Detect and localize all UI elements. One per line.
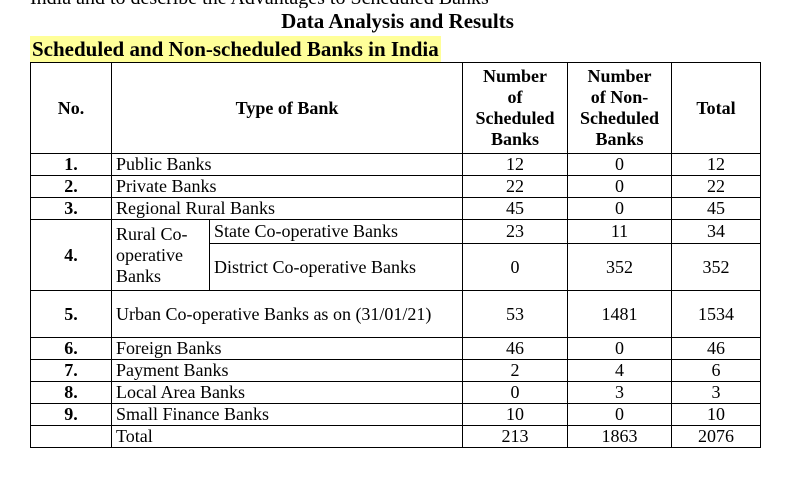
table-row: District Co-operative Banks 0 352 352 bbox=[31, 243, 762, 291]
non-scheduled-count: 0 bbox=[567, 337, 673, 360]
non-scheduled-count: 0 bbox=[567, 403, 673, 426]
table-row: 9. Small Finance Banks 10 0 10 bbox=[30, 403, 762, 426]
table-row: 2. Private Banks 22 0 22 bbox=[30, 175, 762, 198]
bank-type: Urban Co-operative Banks as on (31/01/21… bbox=[110, 290, 464, 338]
table-row: 6. Foreign Banks 46 0 46 bbox=[30, 337, 762, 360]
row-number: 2. bbox=[30, 175, 112, 198]
table-row: 4. Rural Co-operative Banks State Co-ope… bbox=[30, 219, 762, 291]
non-scheduled-count: 11 bbox=[567, 219, 673, 244]
scheduled-count: 0 bbox=[462, 243, 569, 291]
row-number: 5. bbox=[30, 290, 112, 338]
total-count: 3 bbox=[671, 381, 762, 404]
scheduled-count: 23 bbox=[462, 219, 569, 244]
scheduled-total: 213 bbox=[462, 425, 569, 448]
cropped-preceding-text-line: India and to describe the Advantages to … bbox=[30, 0, 730, 8]
scheduled-count: 10 bbox=[462, 403, 569, 426]
column-header-non-scheduled: Number of Non- Scheduled Banks bbox=[567, 62, 673, 154]
column-header-no: No. bbox=[30, 62, 112, 154]
table-header-row: No. Type of Bank Number of Scheduled Banks … bbox=[30, 62, 762, 154]
total-count: 10 bbox=[671, 403, 762, 426]
table-row: 7. Payment Banks 2 4 6 bbox=[30, 359, 762, 382]
totals-label: Total bbox=[110, 425, 464, 448]
row-number: 4. bbox=[30, 219, 112, 291]
total-count: 34 bbox=[671, 219, 762, 244]
scheduled-count: 45 bbox=[462, 197, 569, 220]
row-number: 6. bbox=[30, 337, 112, 360]
bank-type: Foreign Banks bbox=[110, 337, 464, 360]
total-count: 12 bbox=[671, 153, 762, 176]
scheduled-count: 53 bbox=[462, 290, 569, 338]
total-count: 6 bbox=[671, 359, 762, 382]
grand-total: 2076 bbox=[671, 425, 762, 448]
row-number: 3. bbox=[30, 197, 112, 220]
column-header-scheduled: Number of Scheduled Banks bbox=[462, 62, 569, 154]
totals-row: Total 213 1863 2076 bbox=[30, 425, 762, 448]
scheduled-count: 0 bbox=[462, 381, 569, 404]
row-number: 8. bbox=[30, 381, 112, 404]
non-scheduled-count: 0 bbox=[567, 197, 673, 220]
bank-type: Private Banks bbox=[110, 175, 464, 198]
section-title: Scheduled and Non-scheduled Banks in Ind… bbox=[30, 36, 441, 62]
scheduled-count: 22 bbox=[462, 175, 569, 198]
bank-group-label: Rural Co-operative Banks bbox=[111, 219, 210, 291]
table-row: 3. Regional Rural Banks 45 0 45 bbox=[30, 197, 762, 220]
scheduled-count: 46 bbox=[462, 337, 569, 360]
non-scheduled-count: 352 bbox=[567, 243, 673, 291]
bank-type: Small Finance Banks bbox=[110, 403, 464, 426]
row-number: 7. bbox=[30, 359, 112, 382]
non-scheduled-count: 4 bbox=[567, 359, 673, 382]
row-number: 1. bbox=[30, 153, 112, 176]
bank-type: District Co-operative Banks bbox=[208, 243, 464, 291]
total-count: 45 bbox=[671, 197, 762, 220]
column-header-total: Total bbox=[671, 62, 762, 154]
scheduled-count: 2 bbox=[462, 359, 569, 382]
table-row: 8. Local Area Banks 0 3 3 bbox=[30, 381, 762, 404]
total-count: 352 bbox=[671, 243, 762, 291]
non-scheduled-count: 0 bbox=[567, 175, 673, 198]
bank-type: Local Area Banks bbox=[110, 381, 464, 404]
bank-type: Regional Rural Banks bbox=[110, 197, 464, 220]
row-number: 9. bbox=[30, 403, 112, 426]
scheduled-count: 12 bbox=[462, 153, 569, 176]
total-count: 1534 bbox=[671, 290, 762, 338]
total-count: 22 bbox=[671, 175, 762, 198]
bank-type: Public Banks bbox=[110, 153, 464, 176]
total-count: 46 bbox=[671, 337, 762, 360]
page-heading: Data Analysis and Results bbox=[281, 9, 514, 33]
column-header-type: Type of Bank bbox=[110, 62, 464, 154]
table-row: 1. Public Banks 12 0 12 bbox=[30, 153, 762, 176]
bank-type: State Co-operative Banks bbox=[208, 219, 464, 244]
non-scheduled-count: 3 bbox=[567, 381, 673, 404]
non-scheduled-count: 1481 bbox=[567, 290, 673, 338]
table-row: 5. Urban Co-operative Banks as on (31/01… bbox=[30, 290, 762, 338]
bank-type: Payment Banks bbox=[110, 359, 464, 382]
non-scheduled-total: 1863 bbox=[567, 425, 673, 448]
totals-blank-cell bbox=[30, 425, 112, 448]
banks-table: No. Type of Bank Number of Scheduled Banks … bbox=[30, 62, 762, 448]
non-scheduled-count: 0 bbox=[567, 153, 673, 176]
